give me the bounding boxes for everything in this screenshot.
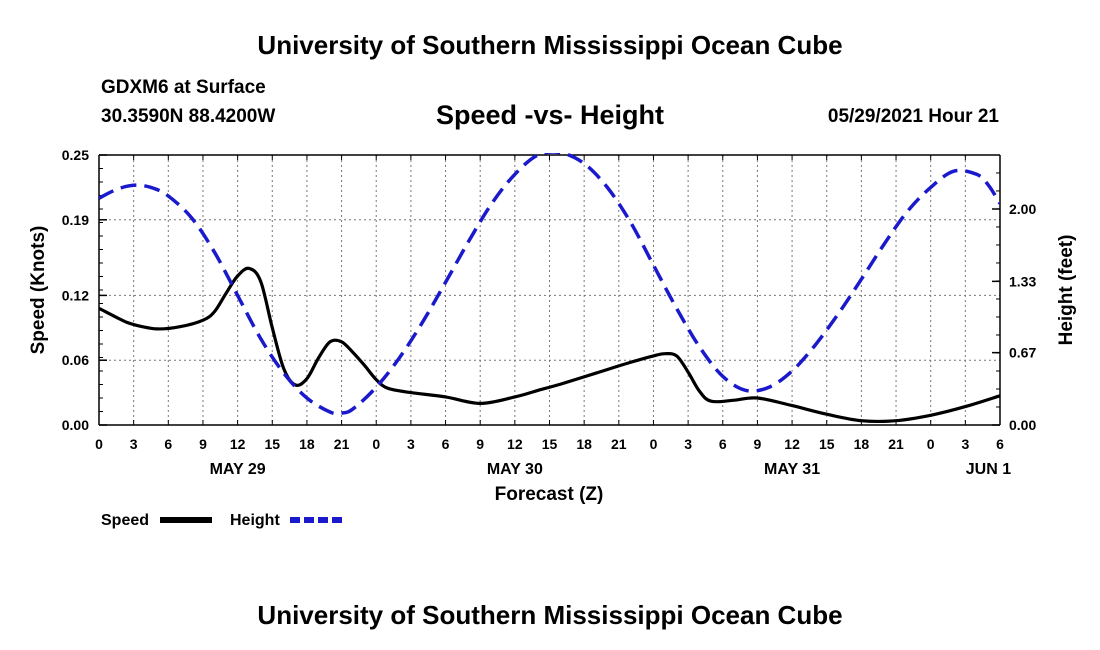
y-right-tick-label: 0.67: [1009, 345, 1036, 361]
x-tick-label: 6: [996, 436, 1004, 452]
x-tick-label: 3: [684, 436, 692, 452]
x-tick-label: 15: [542, 436, 558, 452]
forecast-datestamp: 05/29/2021 Hour 21: [827, 106, 999, 127]
x-date-label: MAY 30: [487, 461, 543, 478]
x-tick-label: 9: [199, 436, 207, 452]
y-left-tick-label: 0.25: [62, 147, 89, 163]
y-right-tick-label: 0.00: [1009, 417, 1036, 433]
x-tick-label: 3: [407, 436, 415, 452]
y-right-axis-label: Height (feet): [1056, 235, 1077, 346]
x-date-label: MAY 29: [210, 461, 266, 478]
x-tick-label: 15: [264, 436, 280, 452]
x-tick-label: 12: [230, 436, 246, 452]
legend-height-label: Height: [230, 512, 280, 529]
x-tick-label: 6: [164, 436, 172, 452]
x-tick-label: 0: [927, 436, 935, 452]
y-right-tick-label: 1.33: [1009, 273, 1036, 289]
station-coordinates: 30.3590N 88.4200W: [101, 106, 276, 127]
x-tick-label: 6: [719, 436, 727, 452]
x-tick-label: 12: [507, 436, 523, 452]
x-tick-label: 0: [650, 436, 658, 452]
x-tick-label: 21: [888, 436, 904, 452]
x-tick-label: 12: [784, 436, 800, 452]
x-tick-label: 18: [576, 436, 592, 452]
legend-speed-label: Speed: [101, 512, 149, 529]
x-date-label: MAY 31: [764, 461, 820, 478]
x-tick-label: 0: [372, 436, 380, 452]
x-tick-label: 3: [130, 436, 138, 452]
y-left-tick-label: 0.06: [62, 352, 89, 368]
y-left-tick-label: 0.12: [62, 287, 89, 303]
station-name: GDXM6 at Surface: [101, 77, 266, 98]
y-left-tick-label: 0.19: [62, 212, 89, 228]
x-tick-label: 21: [334, 436, 350, 452]
x-tick-label: 9: [476, 436, 484, 452]
speed-series-line: [99, 266, 1000, 424]
x-tick-label: 15: [819, 436, 835, 452]
page-title-bottom: University of Southern Mississippi Ocean…: [257, 600, 843, 630]
x-tick-label: 3: [961, 436, 969, 452]
chart-title: Speed -vs- Height: [435, 100, 665, 130]
x-tick-label: 18: [299, 436, 315, 452]
x-tick-label: 18: [854, 436, 870, 452]
y-left-tick-label: 0.00: [62, 417, 89, 433]
y-left-axis-label: Speed (Knots): [28, 226, 49, 355]
x-tick-label: 9: [754, 436, 762, 452]
x-tick-label: 21: [611, 436, 627, 452]
x-tick-label: 6: [442, 436, 450, 452]
x-date-label: JUN 1: [966, 461, 1011, 478]
y-right-tick-label: 2.00: [1009, 201, 1036, 217]
height-series-line: [99, 153, 1000, 416]
x-tick-label: 0: [95, 436, 103, 452]
page-title-top: University of Southern Mississippi Ocean…: [257, 30, 843, 60]
x-axis-label: Forecast (Z): [495, 484, 604, 505]
